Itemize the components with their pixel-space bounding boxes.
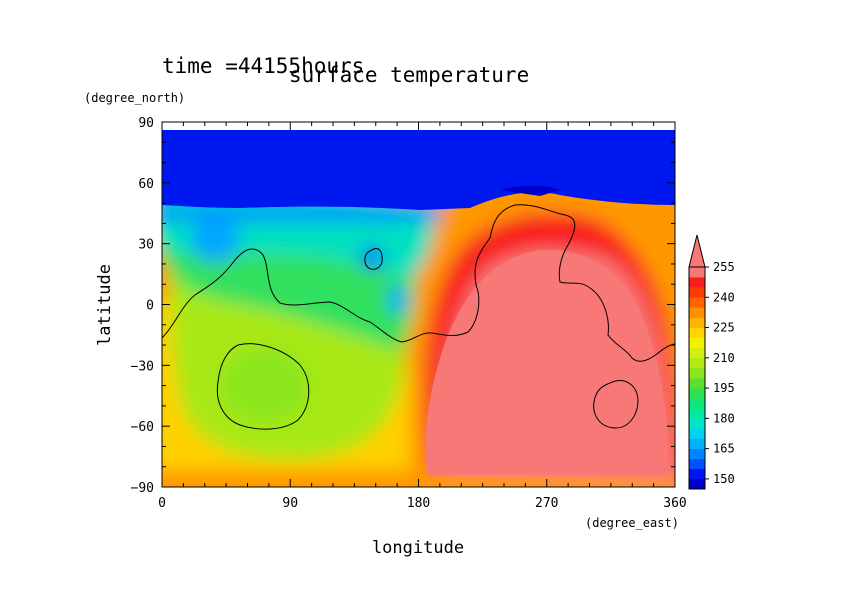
- colorbar-frame: [688, 266, 706, 490]
- colorbar: 150 165 180 195 210 225 240 255: [688, 234, 735, 490]
- colorbar-swatch: [689, 347, 705, 359]
- colorbar-swatch: [689, 277, 705, 288]
- x-tick-label: 360: [663, 496, 686, 511]
- colorbar-swatch: [689, 307, 705, 318]
- y-axis: −90 −60 −30 0 30 60 90: [131, 116, 675, 496]
- colorbar-swatch: [689, 367, 705, 379]
- colorbar-label: 210: [713, 351, 735, 365]
- colorbar-swatch: [689, 478, 705, 490]
- colorbar-label: 150: [713, 472, 735, 486]
- colorbar-swatch: [689, 297, 705, 308]
- colorbar-swatch: [689, 317, 705, 328]
- temperature-field: [162, 122, 675, 487]
- colorbar-label: 255: [713, 260, 735, 274]
- colorbar-swatch: [689, 327, 705, 338]
- y-tick-label: 90: [138, 116, 154, 131]
- colorbar-swatch: [689, 468, 705, 480]
- colorbar-swatch: [689, 378, 705, 389]
- y-tick-label: −60: [131, 420, 154, 435]
- x-tick-label: 90: [282, 496, 298, 511]
- colorbar-extend-arrow: [688, 234, 706, 268]
- colorbar-swatch: [689, 418, 705, 429]
- colorbar-swatch: [689, 438, 705, 449]
- colorbar-swatch: [689, 458, 705, 470]
- colorbar-swatch: [689, 448, 705, 460]
- y-tick-label: −30: [131, 359, 154, 374]
- y-tick-label: 60: [138, 177, 154, 192]
- colorbar-swatch: [689, 357, 705, 369]
- y-axis-title: latitude: [95, 264, 115, 346]
- colorbar-label: 195: [713, 381, 735, 395]
- colorbar-swatch: [689, 267, 705, 278]
- time-label: time =44155hours: [162, 54, 364, 78]
- x-unit-label: (degree_east): [585, 516, 679, 530]
- colorbar-swatch: [689, 408, 705, 419]
- colorbar-label: 225: [713, 321, 735, 335]
- colorbar-swatch: [689, 287, 705, 298]
- y-tick-label: 30: [138, 238, 154, 253]
- colorbar-label: 240: [713, 290, 735, 304]
- colorbar-swatch: [689, 388, 705, 399]
- colorbar-swatch: [689, 428, 705, 439]
- x-tick-label: 270: [535, 496, 558, 511]
- colorbar-swatch: [689, 398, 705, 409]
- colorbar-swatch: [689, 337, 705, 349]
- y-tick-label: −90: [131, 481, 154, 496]
- x-tick-label: 180: [407, 496, 430, 511]
- colorbar-label: 165: [713, 442, 735, 456]
- x-axis: 0 90 180 270 360: [158, 122, 687, 511]
- colorbar-label: 180: [713, 411, 735, 425]
- chart-title: surface temperature: [289, 63, 529, 87]
- x-tick-label: 0: [158, 496, 166, 511]
- y-unit-label: (degree_north): [84, 91, 185, 105]
- y-tick-label: 0: [146, 299, 154, 314]
- x-axis-title: longitude: [372, 538, 464, 558]
